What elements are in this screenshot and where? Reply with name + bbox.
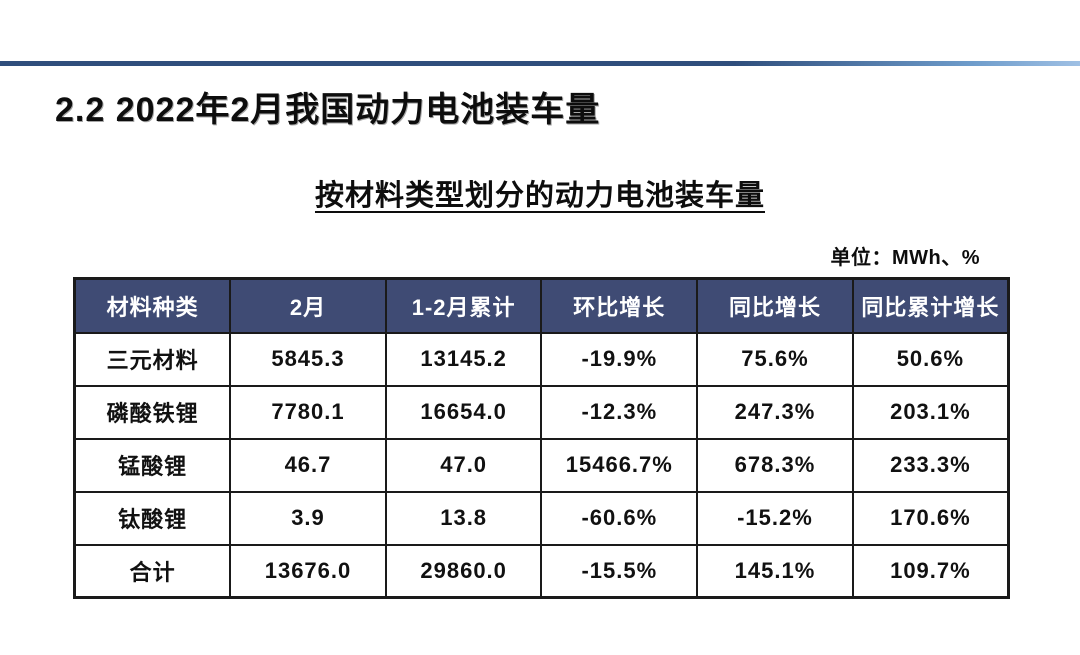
value-cell: 75.6%	[696, 331, 854, 387]
value-cell: 233.3%	[851, 437, 1010, 493]
value-cell: 145.1%	[696, 543, 854, 599]
table-row: 钛酸锂 3.9 13.8 -60.6% -15.2% 170.6%	[73, 490, 1010, 546]
value-cell: -15.2%	[696, 490, 854, 546]
value-cell: 13145.2	[384, 331, 543, 387]
value-cell: 16654.0	[384, 384, 543, 440]
value-cell: 15466.7%	[540, 437, 699, 493]
value-cell: -60.6%	[540, 490, 699, 546]
value-cell: 50.6%	[851, 331, 1010, 387]
table-header-row: 材料种类 2月 1-2月累计 环比增长 同比增长 同比累计增长	[73, 277, 1010, 334]
material-name-cell: 钛酸锂	[73, 490, 232, 546]
table-body: 三元材料 5845.3 13145.2 -19.9% 75.6% 50.6% 磷酸铁锂 778…	[73, 331, 1010, 599]
value-cell: -15.5%	[540, 543, 699, 599]
value-cell: 13676.0	[229, 543, 387, 599]
value-cell: 5845.3	[229, 331, 387, 387]
column-header: 同比累计增长	[851, 277, 1010, 334]
material-name-cell: 合计	[73, 543, 232, 599]
column-header: 2月	[229, 277, 387, 334]
material-name-cell: 三元材料	[73, 331, 232, 387]
top-accent-rule	[0, 61, 1080, 66]
battery-install-table: 材料种类 2月 1-2月累计 环比增长 同比增长 同比累计增长 三元材料 5845.3 131…	[73, 277, 1010, 599]
column-header: 同比增长	[696, 277, 854, 334]
value-cell: 203.1%	[851, 384, 1010, 440]
table-row: 合计 13676.0 29860.0 -15.5% 145.1% 109.7%	[73, 543, 1010, 599]
column-header: 1-2月累计	[384, 277, 543, 334]
column-header: 材料种类	[73, 277, 232, 334]
value-cell: 3.9	[229, 490, 387, 546]
material-name-cell: 磷酸铁锂	[73, 384, 232, 440]
unit-label: 单位：MWh、%	[830, 247, 980, 269]
value-cell: -19.9%	[540, 331, 699, 387]
table-head: 材料种类 2月 1-2月累计 环比增长 同比增长 同比累计增长	[73, 277, 1010, 334]
table-row: 三元材料 5845.3 13145.2 -19.9% 75.6% 50.6%	[73, 331, 1010, 387]
value-cell: 678.3%	[696, 437, 854, 493]
value-cell: 13.8	[384, 490, 543, 546]
slide-title: 2.2 2022年2月我国动力电池装车量	[55, 91, 601, 129]
value-cell: 47.0	[384, 437, 543, 493]
table-row: 锰酸锂 46.7 47.0 15466.7% 678.3% 233.3%	[73, 437, 1010, 493]
value-cell: 170.6%	[851, 490, 1010, 546]
value-cell: 109.7%	[851, 543, 1010, 599]
value-cell: 7780.1	[229, 384, 387, 440]
column-header: 环比增长	[540, 277, 699, 334]
value-cell: 29860.0	[384, 543, 543, 599]
material-name-cell: 锰酸锂	[73, 437, 232, 493]
value-cell: -12.3%	[540, 384, 699, 440]
value-cell: 247.3%	[696, 384, 854, 440]
table-heading: 按材料类型划分的动力电池装车量	[314, 180, 765, 212]
value-cell: 46.7	[229, 437, 387, 493]
table-row: 磷酸铁锂 7780.1 16654.0 -12.3% 247.3% 203.1%	[73, 384, 1010, 440]
